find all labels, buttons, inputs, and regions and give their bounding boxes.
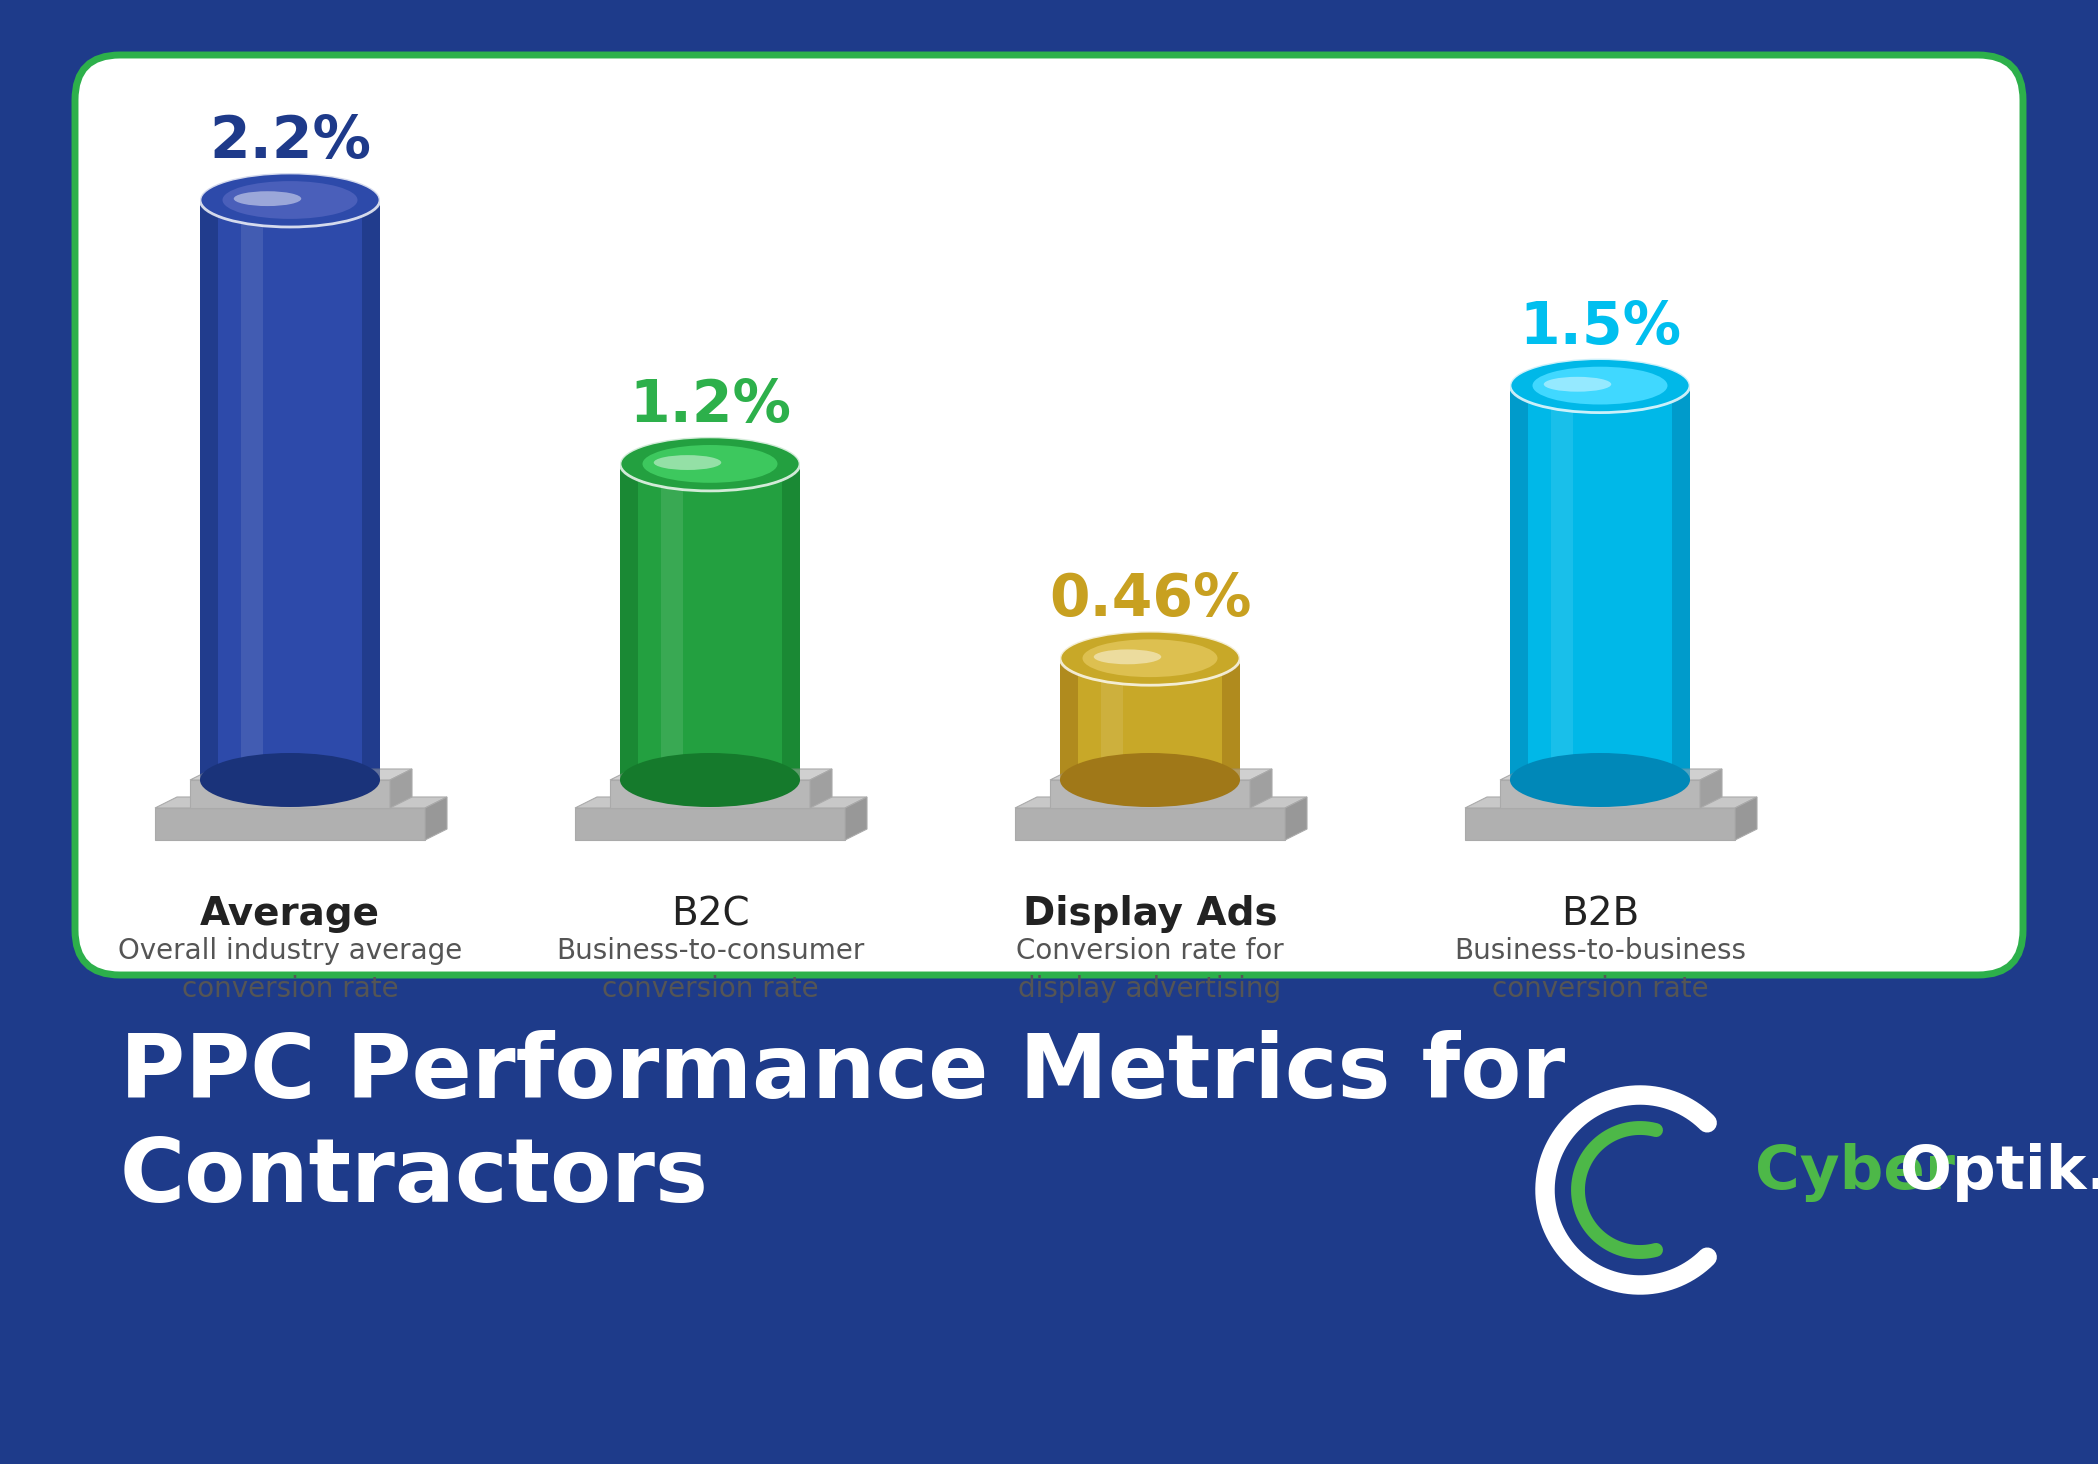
Ellipse shape (1083, 640, 1217, 676)
Polygon shape (1699, 769, 1722, 808)
Text: Average: Average (199, 895, 380, 933)
FancyBboxPatch shape (76, 56, 2022, 975)
Ellipse shape (1532, 366, 1668, 404)
Polygon shape (1672, 385, 1691, 780)
Text: 2.2%: 2.2% (210, 113, 371, 170)
Text: Business-to-business
conversion rate: Business-to-business conversion rate (1454, 937, 1746, 1003)
Polygon shape (1464, 796, 1756, 808)
Polygon shape (1550, 397, 1574, 769)
Text: Optik.: Optik. (1901, 1142, 2098, 1202)
Polygon shape (1059, 659, 1078, 780)
Polygon shape (1015, 808, 1284, 840)
Polygon shape (1500, 780, 1699, 808)
Polygon shape (810, 769, 833, 808)
Ellipse shape (621, 752, 799, 807)
Polygon shape (1511, 385, 1527, 780)
Text: 0.46%: 0.46% (1049, 571, 1250, 628)
Ellipse shape (621, 436, 799, 490)
Text: Display Ads: Display Ads (1022, 895, 1278, 933)
Polygon shape (611, 780, 810, 808)
Text: PPC Performance Metrics for
Contractors: PPC Performance Metrics for Contractors (120, 1031, 1565, 1221)
Ellipse shape (1511, 359, 1691, 413)
Ellipse shape (1059, 631, 1240, 685)
Polygon shape (191, 769, 411, 780)
Polygon shape (575, 808, 845, 840)
Polygon shape (191, 780, 390, 808)
Polygon shape (199, 201, 218, 780)
Bar (1059, 659, 1240, 780)
Bar (199, 201, 380, 780)
Polygon shape (155, 796, 447, 808)
Ellipse shape (1544, 376, 1611, 392)
Polygon shape (1015, 796, 1307, 808)
Polygon shape (155, 808, 426, 840)
Polygon shape (575, 796, 866, 808)
Polygon shape (783, 464, 799, 780)
Bar (1511, 385, 1691, 780)
Polygon shape (1049, 780, 1250, 808)
Text: 1.5%: 1.5% (1519, 299, 1680, 356)
Polygon shape (1101, 662, 1122, 776)
Text: B2C: B2C (671, 895, 749, 933)
Text: B2B: B2B (1561, 895, 1639, 933)
Ellipse shape (655, 455, 722, 470)
Ellipse shape (222, 182, 357, 220)
Text: Cyber: Cyber (1756, 1142, 1955, 1202)
Polygon shape (363, 201, 380, 780)
Polygon shape (390, 769, 411, 808)
Text: 1.2%: 1.2% (629, 376, 791, 433)
Polygon shape (611, 769, 833, 780)
Polygon shape (845, 796, 866, 840)
Ellipse shape (1093, 650, 1162, 665)
Ellipse shape (1511, 752, 1691, 807)
Polygon shape (426, 796, 447, 840)
Ellipse shape (642, 445, 778, 483)
Polygon shape (1250, 769, 1271, 808)
Text: Business-to-consumer
conversion rate: Business-to-consumer conversion rate (556, 937, 864, 1003)
Polygon shape (241, 217, 262, 763)
Polygon shape (1735, 796, 1756, 840)
Polygon shape (1464, 808, 1735, 840)
Ellipse shape (199, 173, 380, 227)
Ellipse shape (233, 192, 302, 206)
Text: Overall industry average
conversion rate: Overall industry average conversion rate (117, 937, 462, 1003)
Ellipse shape (1059, 752, 1240, 807)
Ellipse shape (199, 752, 380, 807)
Polygon shape (621, 464, 638, 780)
Polygon shape (1221, 659, 1240, 780)
Polygon shape (661, 473, 684, 770)
Polygon shape (1500, 769, 1722, 780)
Polygon shape (1049, 769, 1271, 780)
Text: Conversion rate for
display advertising: Conversion rate for display advertising (1015, 937, 1284, 1003)
Polygon shape (1284, 796, 1307, 840)
Bar (621, 464, 799, 780)
